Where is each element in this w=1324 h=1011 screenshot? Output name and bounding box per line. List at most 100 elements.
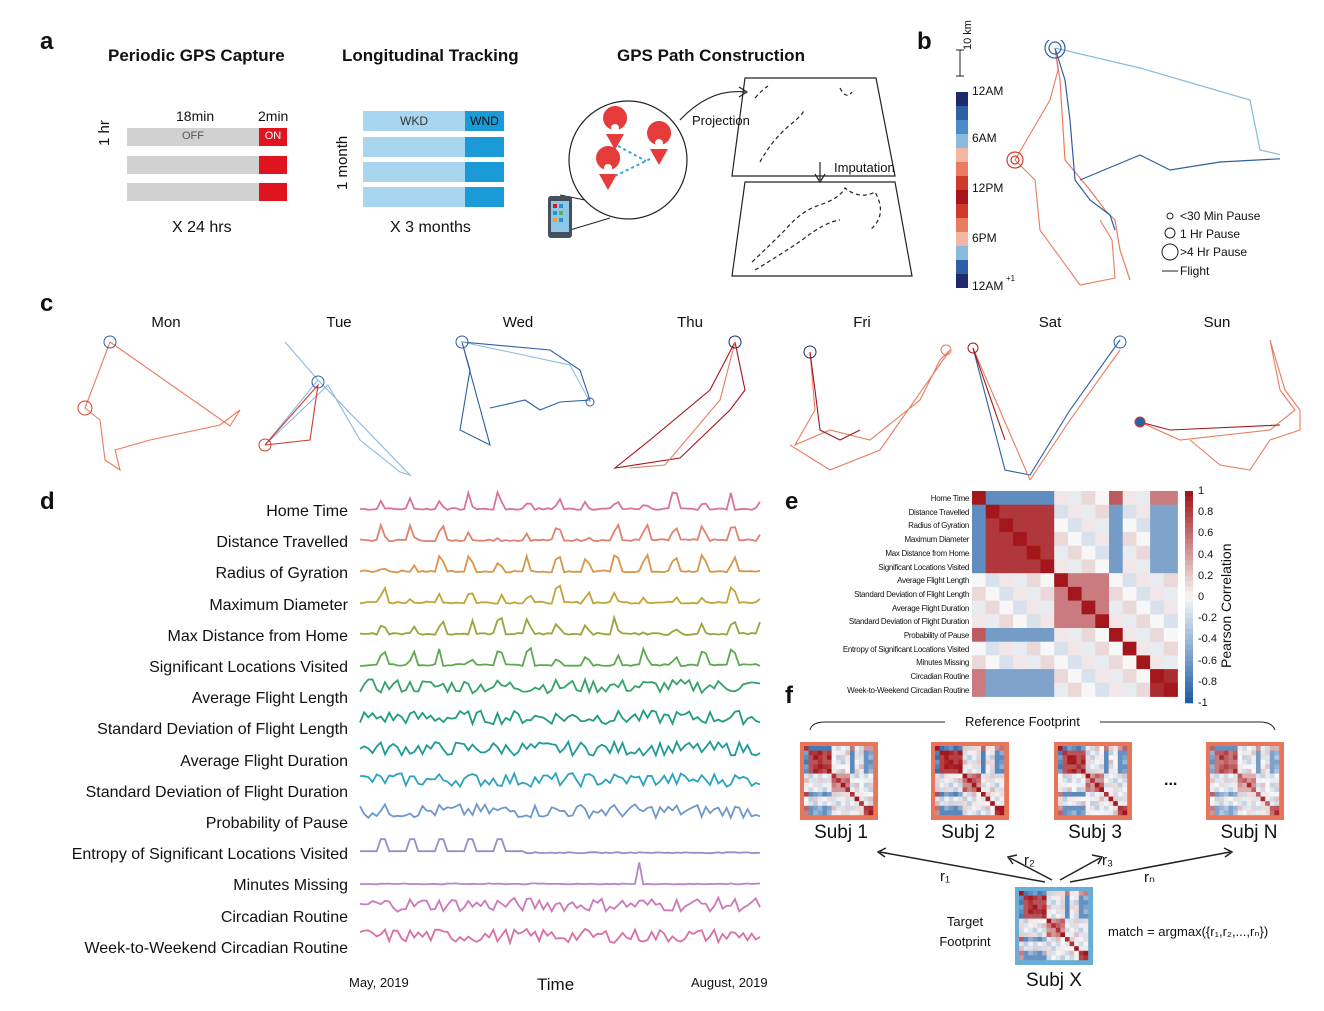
heatmap-row-label: Max Distance from Home xyxy=(885,548,969,558)
feature-label: Average Flight Duration xyxy=(180,752,348,770)
tracking-weekday-bar xyxy=(363,137,465,157)
heatmap-row-label: Home Time xyxy=(930,494,970,503)
heatmap-cell xyxy=(1054,504,1069,519)
feature-trace xyxy=(359,927,761,946)
subject-label: Subj 3 xyxy=(1068,822,1122,843)
feature-label: Home Time xyxy=(266,503,348,520)
heatmap-cell xyxy=(1122,518,1137,533)
r-label: r₃ xyxy=(1102,852,1114,869)
colorbar-segment xyxy=(1185,544,1193,550)
feature-label: Minutes Missing xyxy=(233,877,348,895)
time-colorbar xyxy=(956,92,968,288)
heatmap-cell xyxy=(1040,614,1055,629)
feature-trace xyxy=(359,771,761,789)
heatmap-cell xyxy=(1054,491,1069,506)
tracking-repeat-label: X 3 months xyxy=(390,219,471,236)
colorbar-tick: 0 xyxy=(1198,591,1205,603)
panel-letter-a: a xyxy=(40,28,54,55)
heatmap-cell xyxy=(1109,641,1124,656)
heatmap-cell xyxy=(1136,614,1151,629)
heatmap-cell xyxy=(1054,559,1069,574)
heatmap-cell xyxy=(1040,586,1055,601)
heatmap-row-label: Standard Deviation of Flight Length xyxy=(854,589,969,599)
panel-letter-f: f xyxy=(785,682,793,709)
location-pin-icon xyxy=(647,121,672,165)
colorbar-segment xyxy=(1185,491,1193,497)
tracking-weekend-bar xyxy=(465,187,504,207)
heatmap-cell xyxy=(1150,628,1165,643)
heatmap-cell xyxy=(1095,573,1110,588)
heatmap-cell xyxy=(1150,559,1165,574)
heatmap-cell xyxy=(1122,573,1137,588)
heatmap-cell xyxy=(1150,655,1165,670)
heatmap-cell xyxy=(1163,545,1178,560)
colorbar-segment xyxy=(1185,496,1193,502)
heatmap-cell xyxy=(1081,518,1096,533)
heatmap-row-label: Average Flight Length xyxy=(897,576,969,586)
feature-label: Probability of Pause xyxy=(205,815,348,832)
heatmap-cell xyxy=(1136,491,1151,506)
heatmap-cell xyxy=(1026,600,1041,615)
heatmap-cell xyxy=(999,600,1014,615)
heatmap-cell xyxy=(1067,586,1082,601)
colorbar-segment xyxy=(1185,650,1193,656)
feature-label: Radius of Gyration xyxy=(215,565,348,583)
colorbar-segment xyxy=(1185,554,1193,561)
heatmap-cell xyxy=(972,504,987,519)
heatmap-cell xyxy=(1013,669,1028,684)
panel-letter-e: e xyxy=(785,488,799,515)
heatmap-row-label: Circadian Routine xyxy=(910,672,970,682)
feature-trace xyxy=(359,895,761,913)
path-construction-diagram xyxy=(548,77,913,277)
colorbar-segment xyxy=(1185,597,1193,603)
legend-label: 1 Hr Pause xyxy=(1180,227,1241,241)
heatmap-cell xyxy=(1109,682,1124,697)
colorbar-segment xyxy=(1185,612,1193,619)
heatmap-cell xyxy=(1150,573,1165,588)
off-label: OFF xyxy=(182,130,204,142)
heatmap-cell xyxy=(1013,518,1028,533)
colorbar-segment xyxy=(1185,655,1193,661)
heatmap-cell xyxy=(985,559,1000,574)
heatmap-cell xyxy=(1109,573,1124,588)
heatmap-cell xyxy=(985,628,1000,643)
heatmap-cell xyxy=(1067,600,1082,615)
heatmap-row-label: Radius of Gyration xyxy=(908,521,969,531)
heatmap-row-label: Significant Locations Visited xyxy=(878,562,969,572)
heatmap-row-label: Entropy of Significant Locations Visited xyxy=(842,644,969,654)
capture-repeat-label: X 24 hrs xyxy=(172,219,232,236)
heatmap-cell xyxy=(1067,682,1082,697)
heatmap-cell xyxy=(1040,628,1055,643)
tracking-weekday-bar xyxy=(363,111,465,131)
heatmap-cell xyxy=(1150,518,1165,533)
heatmap-cell xyxy=(1163,669,1178,684)
heatmap-cell xyxy=(1013,641,1028,656)
heatmap-cell xyxy=(1122,614,1137,629)
heatmap-cell xyxy=(999,559,1014,574)
tracking-title: Longitudinal Tracking xyxy=(342,46,519,65)
heatmap-cell xyxy=(1067,504,1082,519)
heatmap-row-label: Probability of Pause xyxy=(903,631,969,640)
time-tick: 12PM xyxy=(972,181,1004,195)
heatmap-cell xyxy=(1122,641,1137,656)
heatmap-cell xyxy=(1040,491,1055,506)
colorbar-segment xyxy=(1185,575,1193,582)
colorbar-segment xyxy=(1185,634,1193,640)
heatmap-cell xyxy=(972,559,987,574)
heatmap-cell xyxy=(985,491,1000,506)
heatmap-cell xyxy=(1013,532,1028,547)
heatmap-cell xyxy=(999,545,1014,560)
heatmap-cell xyxy=(1081,559,1096,574)
heatmap-row-label: Average Flight Duration xyxy=(892,603,969,613)
heatmap-cell xyxy=(1163,586,1178,601)
heatmap-cell xyxy=(1163,614,1178,629)
heatmap-cell xyxy=(1163,600,1178,615)
reference-footprint-label: Reference Footprint xyxy=(965,714,1080,729)
colorbar-tick: 0.2 xyxy=(1198,569,1214,582)
r-label: r₂ xyxy=(1024,852,1035,869)
heatmap-cell xyxy=(1095,655,1110,670)
heatmap-cell xyxy=(1150,669,1165,684)
heatmap-cell xyxy=(985,586,1000,601)
smartphone-icon xyxy=(548,196,572,238)
heatmap-cell xyxy=(1095,518,1110,533)
